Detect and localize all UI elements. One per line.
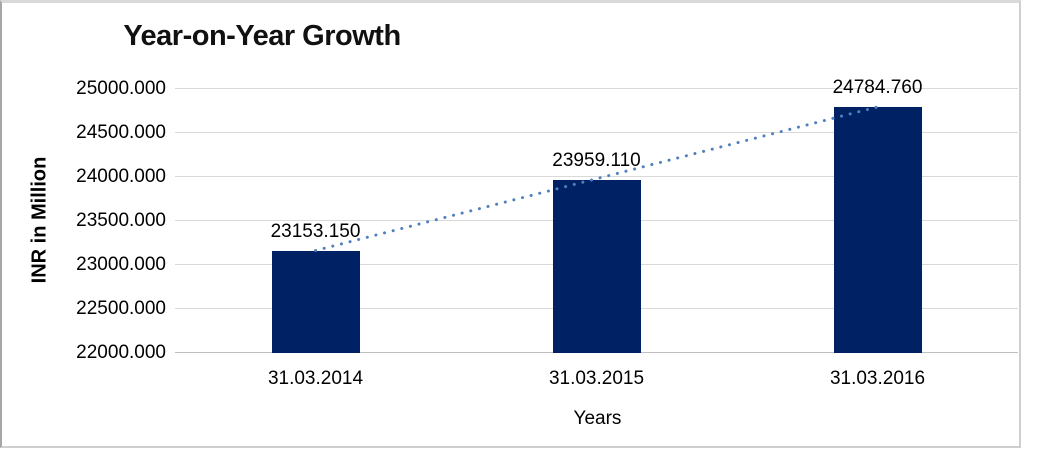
x-tick-label: 31.03.2014 <box>267 368 364 389</box>
bar-value-label: 23153.150 <box>270 220 361 242</box>
y-tick-label: 23500.000 <box>76 210 166 231</box>
bar <box>833 106 922 353</box>
y-tick-label: 22000.000 <box>76 342 166 363</box>
y-tick-label: 22500.000 <box>76 298 166 319</box>
x-tick-label: 31.03.2015 <box>548 368 645 389</box>
bar <box>271 250 360 353</box>
y-tick-label: 24000.000 <box>76 166 166 187</box>
y-tick-label: 24500.000 <box>76 122 166 143</box>
bar-value-label: 23959.110 <box>552 149 641 171</box>
y-tick-label: 23000.000 <box>76 254 166 275</box>
y-axis-title: INR in Million <box>28 156 51 284</box>
gridline <box>175 88 1018 89</box>
x-axis-title: Years <box>573 408 622 429</box>
bar <box>552 179 641 353</box>
bar-value-label: 24784.760 <box>832 76 923 98</box>
chart-title: Year-on-Year Growth <box>123 20 401 52</box>
x-tick-label: 31.03.2016 <box>829 368 926 389</box>
y-tick-label: 25000.000 <box>76 78 166 99</box>
